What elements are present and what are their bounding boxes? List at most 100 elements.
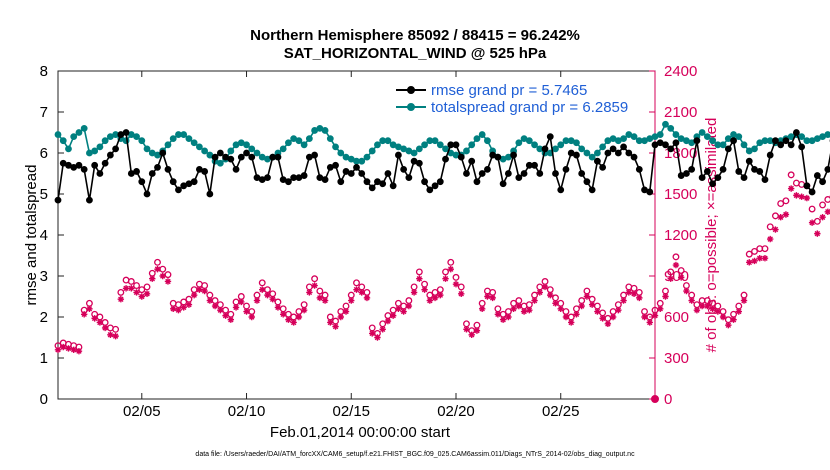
assimilated-point (379, 326, 386, 333)
totalspread-point (216, 159, 224, 167)
assimilated-point (431, 294, 439, 302)
rmse-point (473, 178, 481, 186)
totalspread-point (463, 147, 470, 155)
assimilated-point (170, 305, 177, 312)
assimilated-point (573, 311, 580, 318)
totalspread-point (195, 143, 203, 151)
rmse-point (630, 153, 638, 161)
rmse-point (148, 170, 156, 177)
totalspread-point (415, 145, 423, 153)
totalspread-point (662, 120, 669, 128)
assimilated-point (798, 193, 805, 200)
assimilated-point (499, 316, 507, 323)
rmse-point (813, 172, 821, 179)
assimilated-point (306, 289, 313, 296)
rmse-point (232, 166, 240, 173)
totalspread-point (740, 141, 748, 149)
possible-point (782, 197, 790, 205)
rmse-point (300, 172, 308, 179)
assimilated-point (274, 304, 282, 311)
rmse-point (368, 184, 376, 192)
assimilated-point (164, 278, 172, 285)
possible-point (415, 268, 423, 276)
rmse-point (426, 186, 434, 194)
possible-point-extra (651, 395, 659, 403)
totalspread-point (431, 137, 439, 145)
totalspread-point (588, 153, 596, 161)
possible-point (808, 205, 816, 213)
assimilated-point (65, 345, 72, 352)
rmse-point (154, 163, 161, 171)
assimilated-point (662, 293, 669, 300)
rmse-point (698, 174, 706, 182)
rmse-point (604, 149, 612, 157)
rmse-point (557, 186, 565, 194)
possible-point (735, 302, 743, 310)
totalspread-point (285, 139, 292, 147)
totalspread-point (248, 145, 256, 153)
assimilated-point (735, 308, 742, 315)
totalspread-point (525, 137, 533, 145)
rmse-point (541, 145, 549, 153)
totalspread-point (253, 149, 261, 157)
rmse-point (573, 151, 580, 159)
rmse-point (714, 174, 722, 182)
possible-point (662, 287, 669, 295)
assimilated-point (609, 313, 617, 321)
totalspread-point (70, 133, 78, 141)
rmse-point (772, 137, 779, 145)
possible-point (766, 223, 774, 231)
totalspread-point (468, 141, 476, 149)
assimilated-point (60, 343, 67, 351)
assimilated-point (547, 291, 554, 299)
possible-point (719, 308, 727, 315)
totalspread-point (719, 141, 727, 149)
possible-point (316, 287, 324, 295)
assimilated-point (730, 316, 737, 323)
possible-point (787, 171, 795, 179)
rmse-point (531, 161, 538, 169)
totalspread-point (573, 139, 580, 147)
rmse-point (106, 151, 114, 159)
assimilated-point (641, 313, 648, 321)
assimilated-point (494, 311, 502, 318)
assimilated-point (285, 316, 292, 323)
assimilated-point (128, 285, 135, 292)
rmse-point (693, 137, 701, 145)
rmse-point (672, 139, 680, 147)
rmse-point (484, 166, 491, 173)
rmse-point (819, 178, 826, 186)
rmse-point (614, 149, 622, 157)
assimilated-point (107, 331, 114, 338)
rmse-point (138, 178, 146, 186)
totalspread-point (190, 139, 198, 147)
assimilated-point (232, 304, 240, 311)
rmse-point (667, 145, 675, 153)
assimilated-point (782, 211, 790, 218)
possible-point (353, 279, 360, 287)
y-tick-label: 5 (40, 186, 48, 203)
assimilated-point (746, 259, 753, 266)
assimilated-point (814, 230, 821, 237)
rmse-point (609, 145, 617, 153)
rmse-point (766, 151, 774, 159)
assimilated-point (96, 319, 104, 326)
assimilated-point (709, 305, 716, 312)
rmse-point (431, 182, 439, 190)
possible-point (777, 200, 785, 208)
possible-point (667, 268, 675, 276)
rmse-point (311, 151, 319, 159)
rmse-point (169, 178, 177, 186)
assimilated-point (80, 311, 88, 318)
totalspread-point (478, 131, 486, 138)
assimilated-point (374, 334, 381, 341)
rmse-point (358, 170, 366, 177)
assimilated-point (447, 265, 454, 273)
rmse-point (730, 137, 737, 145)
legend-marker-0 (407, 86, 415, 94)
x-axis-label: Feb.01,2014 00:00:00 start (269, 424, 451, 441)
assimilated-point (421, 286, 428, 293)
totalspread-point (368, 147, 376, 155)
possible-point (447, 258, 455, 266)
totalspread-point (798, 133, 806, 141)
